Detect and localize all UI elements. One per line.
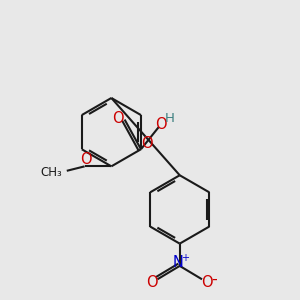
Text: CH₃: CH₃: [40, 166, 62, 179]
Text: O: O: [201, 275, 212, 290]
Text: O: O: [146, 275, 158, 290]
Text: N: N: [173, 255, 184, 270]
Text: O: O: [155, 117, 167, 132]
Text: H: H: [165, 112, 174, 125]
Text: O: O: [141, 136, 153, 151]
Text: -: -: [212, 272, 218, 287]
Text: O: O: [80, 152, 91, 167]
Text: +: +: [181, 254, 189, 263]
Text: O: O: [112, 110, 124, 125]
